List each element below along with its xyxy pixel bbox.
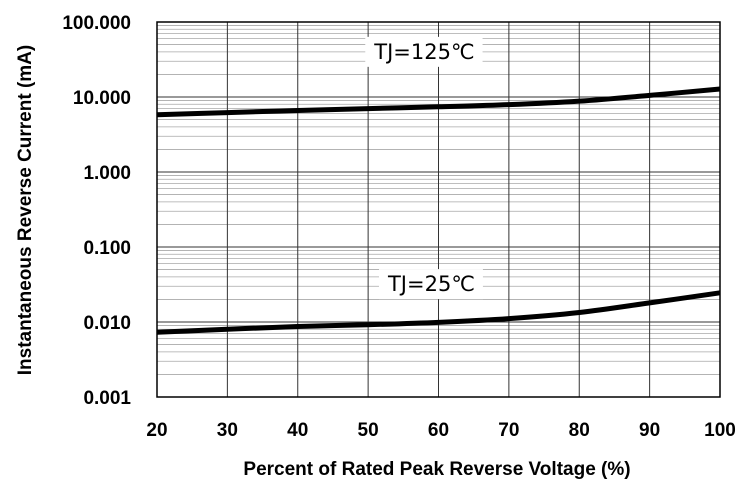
series-annotation-0: TJ=125℃ [373,40,474,64]
x-tick-label: 60 [428,420,449,441]
x-tick-label: 100 [704,420,736,441]
x-tick-label: 40 [287,420,308,441]
x-axis-label: Percent of Rated Peak Reverse Voltage (%… [243,459,630,480]
annotation-background [378,269,483,300]
x-tick-label: 20 [146,420,167,441]
series-curves [156,86,721,335]
plot-frame [156,21,721,398]
y-tick-label: 100.000 [62,13,131,34]
x-tick-label: 30 [217,420,238,441]
y-tick-label: 0.010 [83,313,131,334]
x-tick-labels: 20 30 40 50 60 70 80 90 100 [146,420,735,441]
series-curve-1 [156,290,721,335]
annotation-background [365,36,483,67]
x-tick-label: 50 [358,420,379,441]
series-annotations: TJ=125℃ TJ=25℃ [365,36,483,300]
y-tick-label: 10.000 [73,88,131,109]
x-tick-label: 90 [639,420,660,441]
y-tick-label: 0.001 [83,388,131,409]
x-tick-label: 80 [569,420,590,441]
y-tick-label: 1.000 [83,163,131,184]
y-axis-label: Instantaneous Reverse Current (mA) [15,45,36,375]
series-curve-0 [156,86,721,118]
y-tick-labels: 0.001 0.010 0.100 1.000 10.000 100.000 [62,13,131,409]
series-annotation-1: TJ=25℃ [387,272,475,296]
x-tick-label: 70 [498,420,519,441]
y-tick-label: 0.100 [83,238,131,259]
plot-grid [156,21,721,398]
